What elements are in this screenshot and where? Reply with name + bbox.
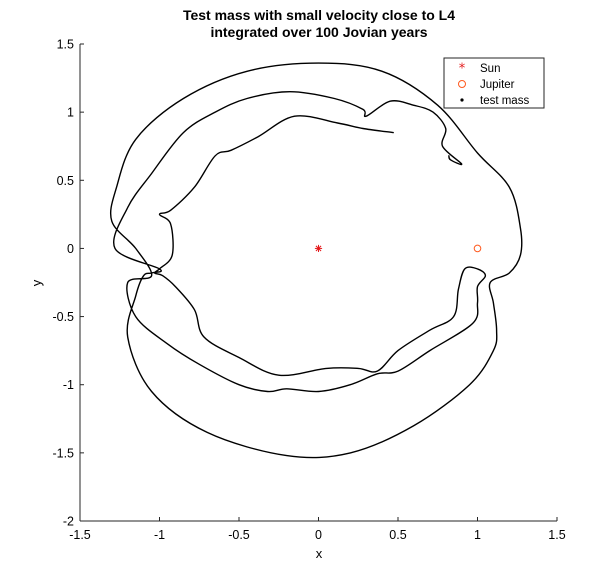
legend-jupiter-label: Jupiter bbox=[480, 79, 515, 91]
sun-marker bbox=[314, 244, 323, 253]
test-mass-trajectory bbox=[109, 62, 523, 459]
chart-title-line-2: integrated over 100 Jovian years bbox=[210, 24, 427, 40]
legend: * Sun Jupiter test mass bbox=[443, 57, 545, 109]
x-axis-label: x bbox=[316, 546, 323, 561]
x-tick-label: -1 bbox=[154, 528, 165, 542]
y-tick-label: -1 bbox=[63, 378, 74, 392]
y-tick-label: 0 bbox=[67, 242, 74, 256]
y-tick-label: 1 bbox=[67, 106, 74, 120]
x-tick-label: 0 bbox=[315, 528, 322, 542]
x-tick-label: 1 bbox=[474, 528, 481, 542]
legend-test-mass-label: test mass bbox=[480, 95, 529, 107]
chart-title-line-1: Test mass with small velocity close to L… bbox=[183, 7, 455, 23]
x-ticks: -1.5 -1 -0.5 0 0.5 1 1.5 bbox=[69, 517, 566, 542]
data-layer bbox=[109, 62, 523, 459]
y-tick-label: -0.5 bbox=[52, 310, 74, 324]
legend-test-mass-marker bbox=[460, 98, 464, 102]
plot-area bbox=[80, 44, 557, 521]
legend-jupiter-marker bbox=[458, 80, 466, 88]
y-axis-label: y bbox=[29, 279, 44, 286]
y-tick-label: 0.5 bbox=[57, 174, 74, 188]
y-ticks: -2 -1.5 -1 -0.5 0 0.5 1 1.5 bbox=[52, 38, 84, 529]
jupiter-marker bbox=[473, 244, 482, 253]
x-tick-label: 0.5 bbox=[389, 528, 406, 542]
legend-sun-marker: * bbox=[459, 62, 466, 77]
y-tick-label: -1.5 bbox=[52, 446, 74, 460]
legend-sun-label: Sun bbox=[480, 63, 500, 75]
y-tick-label: 1.5 bbox=[57, 38, 74, 52]
x-tick-label: 1.5 bbox=[548, 528, 565, 542]
x-tick-label: -0.5 bbox=[228, 528, 250, 542]
y-tick-label: -2 bbox=[63, 515, 74, 529]
x-tick-label: -1.5 bbox=[69, 528, 91, 542]
